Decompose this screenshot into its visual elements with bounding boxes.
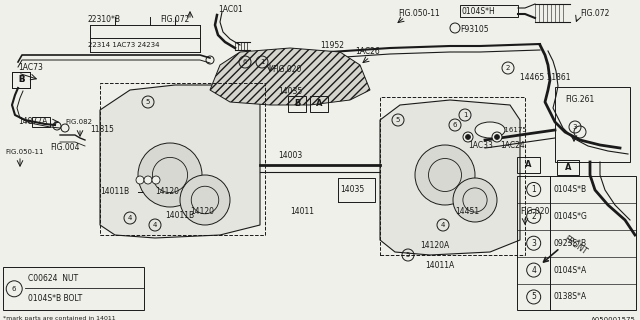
- Circle shape: [152, 176, 160, 184]
- Text: 6: 6: [12, 286, 17, 292]
- Text: 1: 1: [531, 185, 536, 194]
- Text: FRONT: FRONT: [562, 234, 588, 256]
- Polygon shape: [380, 100, 520, 255]
- Text: 2: 2: [531, 212, 536, 221]
- Text: 14877A: 14877A: [18, 117, 47, 126]
- Text: 0104S*G: 0104S*G: [553, 212, 587, 221]
- Text: 14120A: 14120A: [420, 241, 449, 250]
- Text: 14003: 14003: [278, 150, 302, 159]
- Text: C00624  NUT: C00624 NUT: [28, 274, 78, 284]
- Text: 11815: 11815: [90, 125, 114, 134]
- Text: FIG.050-11: FIG.050-11: [398, 10, 440, 19]
- Text: 1AC24: 1AC24: [500, 140, 525, 149]
- Circle shape: [144, 176, 152, 184]
- Text: A: A: [525, 160, 532, 169]
- Text: 14035: 14035: [340, 186, 364, 195]
- Circle shape: [492, 132, 502, 142]
- Text: 14011B: 14011B: [165, 211, 194, 220]
- Text: A050001575: A050001575: [591, 317, 636, 320]
- Circle shape: [453, 178, 497, 222]
- Text: 14011B: 14011B: [100, 188, 129, 196]
- Text: 22310*B: 22310*B: [88, 15, 121, 25]
- Bar: [12, 72, 30, 88]
- Bar: [460, 5, 518, 17]
- Text: 3: 3: [573, 124, 577, 130]
- Circle shape: [61, 124, 69, 132]
- Polygon shape: [210, 48, 370, 105]
- Text: 14011: 14011: [290, 207, 314, 217]
- Circle shape: [495, 134, 499, 140]
- Text: A: A: [564, 164, 572, 172]
- Circle shape: [53, 122, 61, 130]
- Circle shape: [206, 56, 214, 64]
- Text: FIG.050-11: FIG.050-11: [5, 149, 44, 155]
- Bar: [517, 157, 540, 173]
- Text: FIG.261: FIG.261: [565, 95, 595, 105]
- Circle shape: [180, 175, 230, 225]
- Text: 6: 6: [452, 122, 457, 128]
- Text: 1AC01: 1AC01: [218, 5, 243, 14]
- Text: 1: 1: [260, 59, 264, 65]
- Text: 1AC26: 1AC26: [355, 47, 380, 57]
- Text: 0104S*A: 0104S*A: [553, 266, 586, 275]
- Text: 1AC33: 1AC33: [468, 140, 493, 149]
- Bar: [32, 117, 50, 127]
- Text: 5: 5: [531, 292, 536, 301]
- Text: FIG.020: FIG.020: [272, 66, 301, 75]
- Bar: [12, 72, 30, 88]
- Text: 14120: 14120: [155, 188, 179, 196]
- Text: 11952: 11952: [320, 41, 344, 50]
- Text: 14451: 14451: [455, 207, 479, 217]
- Text: 14035: 14035: [278, 87, 302, 97]
- Text: 6: 6: [243, 59, 247, 65]
- Text: 14011A: 14011A: [425, 260, 454, 269]
- Text: 0104S*H: 0104S*H: [462, 6, 496, 15]
- Text: 5: 5: [406, 252, 410, 258]
- Text: B: B: [18, 76, 24, 84]
- Text: F93105: F93105: [460, 26, 488, 35]
- Text: 22314 1AC73 24234: 22314 1AC73 24234: [88, 42, 159, 48]
- Bar: [310, 96, 328, 112]
- Bar: [555, 87, 630, 162]
- Bar: [288, 96, 306, 112]
- Text: 4: 4: [531, 266, 536, 275]
- Ellipse shape: [475, 122, 505, 138]
- Text: 4: 4: [128, 215, 132, 221]
- Circle shape: [463, 132, 473, 142]
- Bar: [517, 176, 636, 310]
- Polygon shape: [100, 85, 260, 238]
- Text: FIG.004: FIG.004: [50, 143, 79, 153]
- Bar: [100, 83, 265, 235]
- Text: B: B: [18, 76, 24, 84]
- Text: FIG.020: FIG.020: [520, 207, 549, 217]
- Text: 2: 2: [506, 65, 510, 71]
- Text: *16175: *16175: [502, 127, 528, 133]
- Circle shape: [138, 143, 202, 207]
- Text: A: A: [316, 100, 323, 108]
- Text: 0923S*B: 0923S*B: [553, 239, 586, 248]
- Text: 1AC73: 1AC73: [18, 62, 43, 71]
- Circle shape: [465, 134, 470, 140]
- Text: 5: 5: [396, 117, 400, 123]
- Bar: [557, 160, 579, 175]
- Bar: [380, 97, 525, 255]
- Text: 0138S*A: 0138S*A: [553, 292, 586, 301]
- Text: 14120: 14120: [190, 207, 214, 217]
- Text: FIG.072: FIG.072: [580, 10, 609, 19]
- Circle shape: [415, 145, 475, 205]
- Text: 4: 4: [441, 222, 445, 228]
- Text: 3: 3: [531, 239, 536, 248]
- Text: B: B: [294, 100, 300, 108]
- Text: *mark parts are contained in 14011: *mark parts are contained in 14011: [3, 316, 116, 320]
- Bar: [3, 267, 144, 310]
- Circle shape: [136, 176, 144, 184]
- Text: 0104S*B BOLT: 0104S*B BOLT: [28, 294, 83, 303]
- Text: 0104S*B: 0104S*B: [553, 185, 586, 194]
- Text: FIG.072: FIG.072: [160, 15, 189, 25]
- Text: 14465 11861: 14465 11861: [520, 73, 570, 82]
- Text: 4: 4: [153, 222, 157, 228]
- Text: 1: 1: [463, 112, 467, 118]
- Text: 5: 5: [146, 99, 150, 105]
- Text: FIG.082: FIG.082: [65, 119, 92, 125]
